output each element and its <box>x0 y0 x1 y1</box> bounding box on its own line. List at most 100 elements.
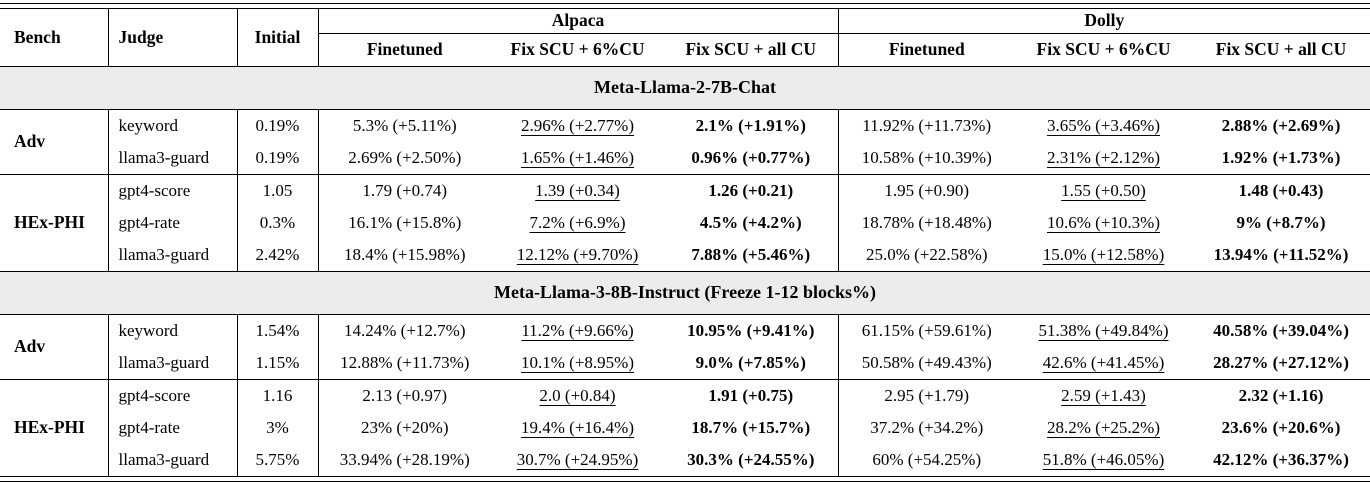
table-row: llama3-guard 1.15% 12.88% (+11.73%) 10.1… <box>0 347 1370 380</box>
result-cell: 30.7% (+24.95%) <box>516 449 639 469</box>
result-cell: 2.32 (+1.16) <box>1192 379 1370 412</box>
result-cell: 60% (+54.25%) <box>872 449 982 469</box>
judge-label: gpt4-score <box>108 379 238 412</box>
table-row: llama3-guard 2.42% 18.4% (+15.98%) 12.12… <box>0 239 1370 272</box>
col-header-judge: Judge <box>108 9 238 67</box>
result-cell: 10.6% (+10.3%) <box>1047 212 1160 232</box>
judge-label: llama3-guard <box>108 239 238 272</box>
bench-label: Adv <box>0 314 109 380</box>
header-row-groups: Bench Judge Initial Alpaca Dolly <box>0 9 1370 67</box>
table-row: gpt4-rate 0.3% 16.1% (+15.8%) 7.2% (+6.9… <box>0 207 1370 239</box>
result-cell: 18.78% (+18.48%) <box>861 212 992 232</box>
result-cell: 10.95% (+9.41%) <box>664 314 839 347</box>
result-cell: 11.92% (+11.73%) <box>862 115 992 135</box>
result-cell: 2.13 (+0.97) <box>318 379 491 412</box>
model-section-title: Meta-Llama-3-8B-Instruct (Freeze 1-12 bl… <box>0 271 1370 315</box>
result-cell: 1.92% (+1.73%) <box>1221 147 1341 167</box>
result-cell: 2.31% (+2.12%) <box>1047 147 1160 167</box>
result-cell: 1.39 (+0.34) <box>491 174 664 207</box>
result-cell: 2.0 (+0.84) <box>491 379 664 412</box>
bench-label: HEx-PHI <box>0 379 109 476</box>
result-cell: 3.65% (+3.46%) <box>1047 115 1160 135</box>
bench-label: HEx-PHI <box>0 174 109 272</box>
group-header-dolly: Dolly <box>838 9 1370 34</box>
judge-label: keyword <box>108 314 238 347</box>
result-cell: 7.88% (+5.46%) <box>664 239 839 272</box>
initial-value: 5.75% <box>237 444 319 476</box>
result-cell: 42.6% (+41.45%) <box>1042 352 1165 372</box>
result-cell: 1.95 (+0.90) <box>838 174 1016 207</box>
table-header: Bench Judge Initial Alpaca Dolly Finetun… <box>0 9 1370 67</box>
result-cell: 2.1% (+1.91%) <box>664 109 839 142</box>
initial-value: 1.05 <box>237 174 319 207</box>
table-row: Adv keyword 1.54% 14.24% (+12.7%) 11.2% … <box>0 314 1370 380</box>
result-cell: 2.88% (+2.69%) <box>1221 115 1341 135</box>
table-bottom-rule <box>0 476 1370 482</box>
result-cell: 28.27% (+27.12%) <box>1213 352 1349 372</box>
result-cell: 18.7% (+15.7%) <box>664 412 839 444</box>
result-cell: 18.4% (+15.98%) <box>344 244 466 264</box>
group-header-alpaca: Alpaca <box>318 9 839 34</box>
initial-value: 3% <box>237 412 319 444</box>
bench-label: Adv <box>0 109 109 175</box>
judge-label: llama3-guard <box>108 347 238 380</box>
result-cell: 1.79 (+0.74) <box>318 174 491 207</box>
result-cell: 16.1% (+15.8%) <box>348 212 462 232</box>
table-row: HEx-PHI gpt4-score 1.05 1.79 (+0.74) 1.3… <box>0 174 1370 272</box>
result-cell: 37.2% (+34.2%) <box>870 417 984 437</box>
result-cell: 1.26 (+0.21) <box>664 174 839 207</box>
result-cell: 28.2% (+25.2%) <box>1047 417 1160 437</box>
initial-value: 1.54% <box>237 314 319 347</box>
initial-value: 1.16 <box>237 379 319 412</box>
judge-label: gpt4-rate <box>108 412 238 444</box>
model-section-title: Meta-Llama-2-7B-Chat <box>0 66 1370 110</box>
result-cell: 14.24% (+12.7%) <box>344 320 466 340</box>
initial-value: 2.42% <box>237 239 319 272</box>
result-cell: 19.4% (+16.4%) <box>521 417 634 437</box>
result-cell: 2.96% (+2.77%) <box>521 115 634 135</box>
judge-label: gpt4-score <box>108 174 238 207</box>
judge-label: keyword <box>108 109 238 142</box>
result-cell: 42.12% (+36.37%) <box>1213 449 1349 469</box>
result-cell: 51.38% (+49.84%) <box>1038 320 1169 340</box>
results-table: Bench Judge Initial Alpaca Dolly Finetun… <box>0 9 1370 476</box>
result-cell: 1.55 (+0.50) <box>1015 174 1193 207</box>
section-header-row: Meta-Llama-3-8B-Instruct (Freeze 1-12 bl… <box>0 271 1370 315</box>
initial-value: 0.19% <box>237 142 319 175</box>
initial-value: 0.3% <box>237 207 319 239</box>
judge-label: llama3-guard <box>108 142 238 175</box>
result-cell: 23.6% (+20.6%) <box>1221 417 1341 437</box>
table-row: gpt4-rate 3% 23% (+20%) 19.4% (+16.4%) 1… <box>0 412 1370 444</box>
col-header-bench: Bench <box>0 9 109 67</box>
result-cell: 1.48 (+0.43) <box>1192 174 1370 207</box>
result-cell: 10.1% (+8.95%) <box>521 352 634 372</box>
table-row: HEx-PHI gpt4-score 1.16 2.13 (+0.97) 2.0… <box>0 379 1370 476</box>
result-cell: 2.59 (+1.43) <box>1015 379 1193 412</box>
judge-label: gpt4-rate <box>108 207 238 239</box>
result-cell: 2.95 (+1.79) <box>838 379 1016 412</box>
result-cell: 7.2% (+6.9%) <box>529 212 626 232</box>
result-cell: 0.96% (+0.77%) <box>664 142 839 175</box>
result-cell: 12.88% (+11.73%) <box>340 352 470 372</box>
result-cell: 51.8% (+46.05%) <box>1042 449 1165 469</box>
result-cell: 30.3% (+24.55%) <box>664 444 839 476</box>
result-cell: 33.94% (+28.19%) <box>339 449 470 469</box>
initial-value: 1.15% <box>237 347 319 380</box>
result-cell: 50.58% (+49.43%) <box>861 352 992 372</box>
col-header-initial: Initial <box>237 9 319 67</box>
col-header-alpaca-fix-scu-6cu: Fix SCU + 6%CU <box>491 33 664 67</box>
result-cell: 11.2% (+9.66%) <box>521 320 634 340</box>
col-header-dolly-finetuned: Finetuned <box>838 33 1016 67</box>
result-cell: 15.0% (+12.58%) <box>1042 244 1165 264</box>
table-row: llama3-guard 0.19% 2.69% (+2.50%) 1.65% … <box>0 142 1370 175</box>
result-cell: 12.12% (+9.70%) <box>516 244 639 264</box>
col-header-dolly-fix-scu-allcu: Fix SCU + all CU <box>1192 33 1370 67</box>
result-cell: 13.94% (+11.52%) <box>1213 244 1349 264</box>
section-header-row: Meta-Llama-2-7B-Chat <box>0 66 1370 110</box>
table-row: Adv keyword 0.19% 5.3% (+5.11%) 2.96% (+… <box>0 109 1370 175</box>
result-cell: 9.0% (+7.85%) <box>664 347 839 380</box>
result-cell: 4.5% (+4.2%) <box>664 207 839 239</box>
col-header-dolly-fix-scu-6cu: Fix SCU + 6%CU <box>1015 33 1193 67</box>
result-cell: 5.3% (+5.11%) <box>352 115 457 135</box>
